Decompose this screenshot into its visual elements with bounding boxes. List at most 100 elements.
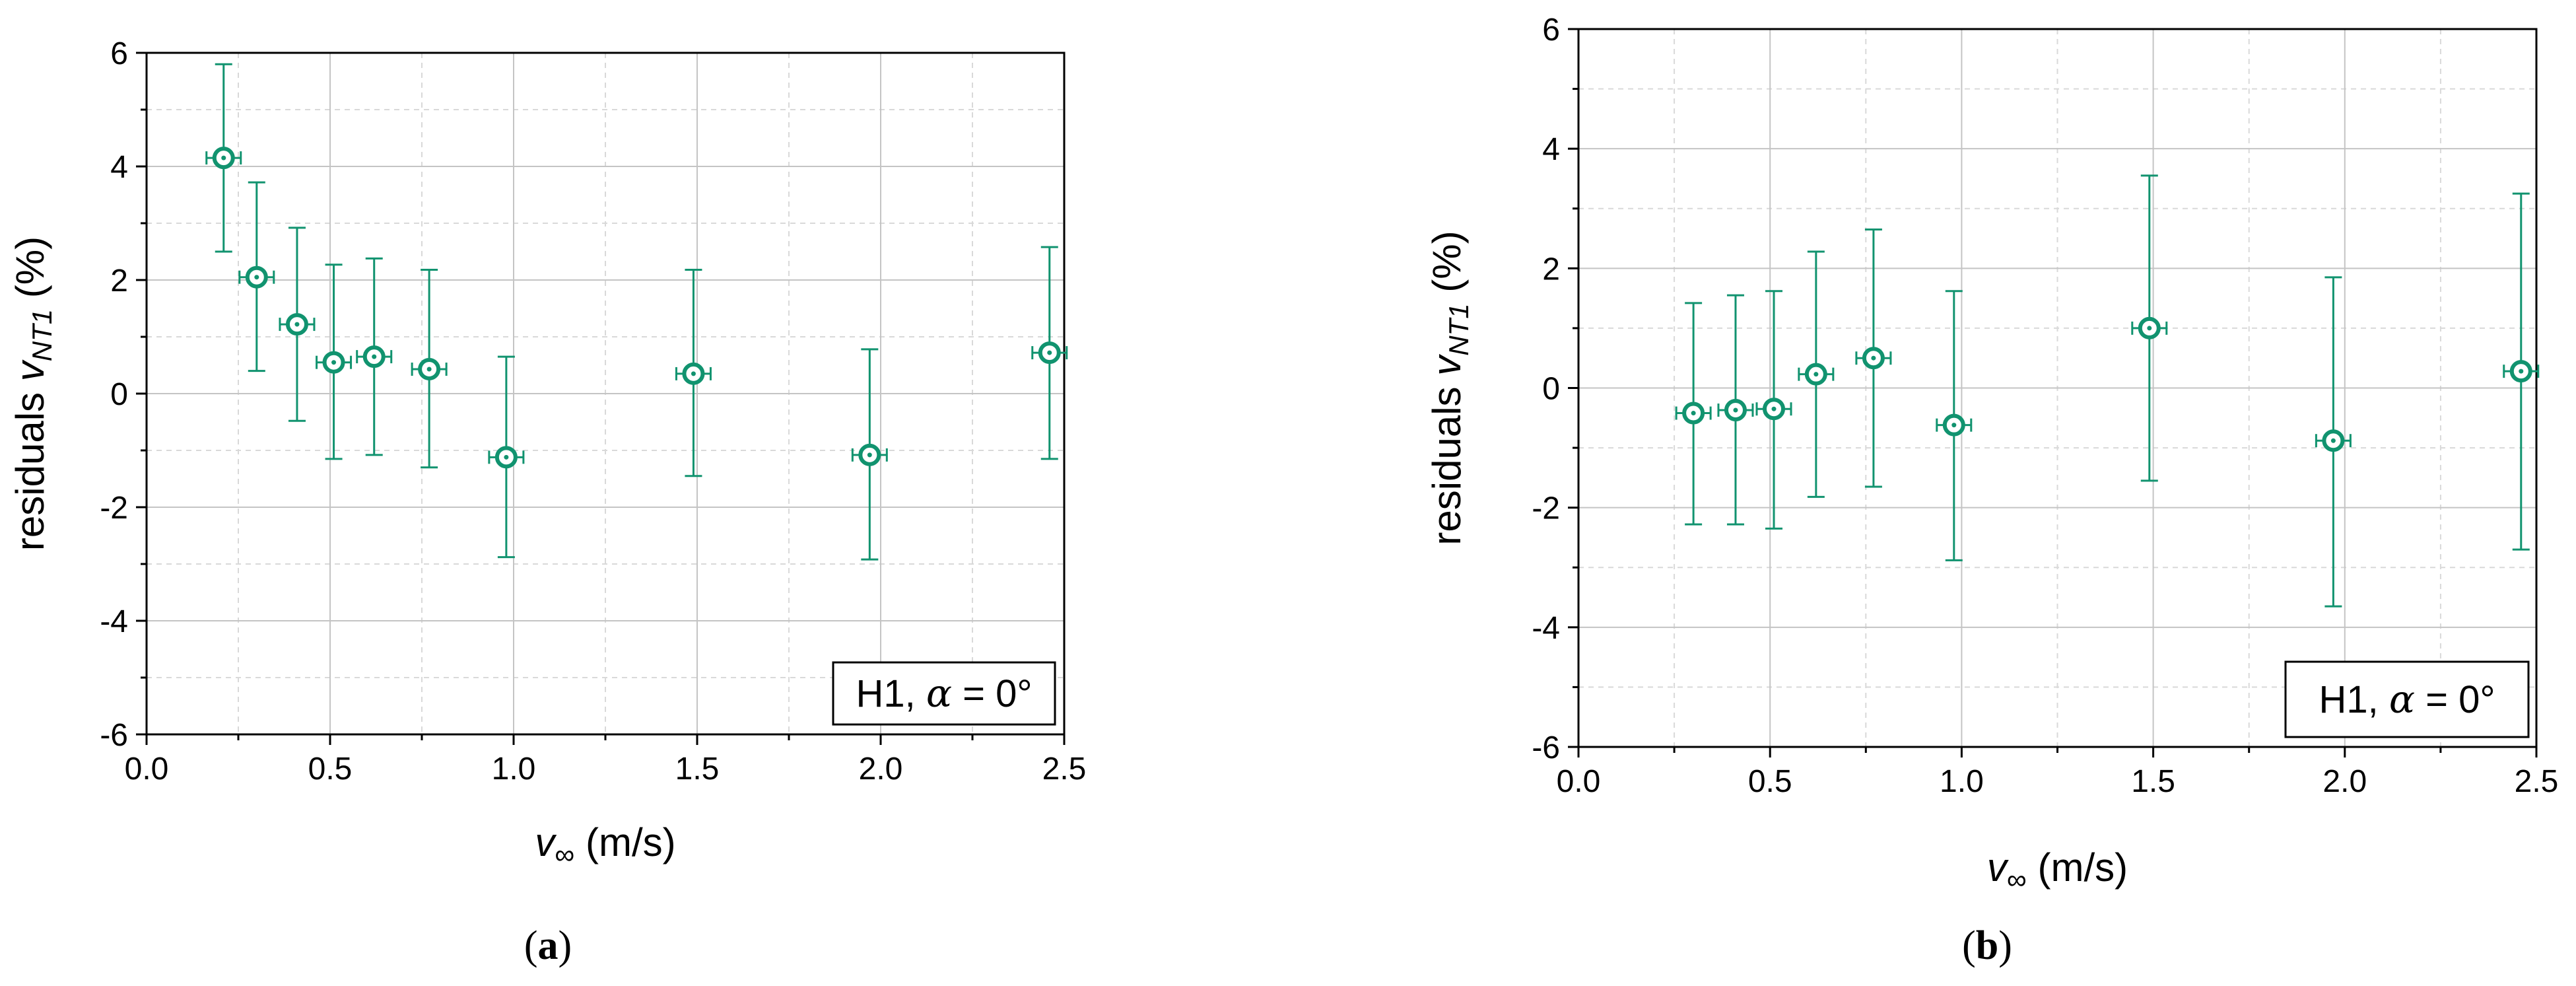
x-tick-label: 2.5 [2515,764,2559,799]
y-tick-label: 6 [110,36,128,71]
marker-dot [1813,372,1819,377]
data-point [488,355,525,559]
x-tick-label: 2.0 [859,752,903,787]
panel-label-open: ( [1962,923,1976,968]
data-point [279,227,316,422]
annotation-symbol: α [2389,677,2415,722]
marker-dot [1733,407,1738,413]
data-point [238,181,275,372]
data-point [2131,174,2168,482]
annotation-suffix: = 0° [2415,678,2495,721]
x-tick-label: 0.0 [125,752,169,787]
x-tick-label: 2.0 [2322,764,2367,799]
y-tick-label: 4 [1542,132,1560,167]
x-tick-label: 0.5 [308,752,353,787]
data-point [1755,290,1792,530]
data-series [205,63,1068,561]
marker-dot [372,354,377,359]
y-axis-title: residuals vNT1 (%) [8,236,57,551]
marker-dot [1047,350,1052,355]
x-axis-symbol: v [1987,845,2009,890]
y-axis-symbol: v [8,359,52,381]
annotation-prefix: H1, [2319,678,2389,721]
marker-dot [221,155,226,160]
data-point [411,269,448,469]
y-axis-prefix: residuals [8,381,52,551]
y-tick-label: 4 [110,150,128,185]
annotation-text: H1, α = 0° [856,671,1032,716]
x-tick-label: 1.0 [1940,764,1984,799]
data-point [1675,302,1712,526]
y-axis-subscript: NT1 [26,309,57,361]
y-tick-label: -2 [100,491,128,526]
data-point [2503,192,2540,551]
annotation-box [2284,660,2530,738]
annotation-prefix: H1, [856,672,926,715]
grid [146,52,1065,735]
y-tick-label: 0 [110,377,128,412]
marker-dot [331,360,337,365]
data-point [316,264,353,460]
data-point [851,348,888,561]
data-point [205,63,242,253]
y-axis-unit: (%) [1425,230,1469,303]
data-point [675,269,712,477]
y-tick-label: -6 [1532,730,1560,765]
data-series [1675,174,2540,608]
grid [1578,28,2537,748]
data-point [1717,294,1754,526]
y-axis-prefix: residuals [1425,376,1469,546]
marker-dot [1771,406,1777,411]
y-axis-subscript: NT1 [1443,303,1474,355]
y-tick-label: -2 [1532,491,1560,526]
panel-label: (a) [524,923,572,968]
annotation-text: H1, α = 0° [2319,677,2495,722]
data-point [1031,246,1068,460]
x-axis-unit: (m/s) [2027,845,2128,890]
panel-label-letter: a [538,923,559,968]
annotation-suffix: = 0° [952,672,1033,715]
marker-dot [691,371,696,376]
x-tick-label: 1.5 [675,752,720,787]
panel-label-letter: b [1976,923,1998,968]
x-tick-label: 2.5 [1042,752,1087,787]
x-axis-title: v∞ (m/s) [1987,845,2128,895]
y-tick-label: -6 [100,718,128,753]
y-tick-label: 2 [1542,252,1560,287]
y-tick-label: 6 [1542,13,1560,48]
data-point [356,257,393,456]
x-axis-title: v∞ (m/s) [535,820,675,870]
x-tick-label: 0.5 [1748,764,1792,799]
panel-label-open: ( [524,923,538,968]
marker-dot [504,454,509,460]
annotation-symbol: α [926,671,952,716]
x-axis-symbol: v [535,820,557,864]
panel-label-close: ) [559,923,572,968]
data-point [2315,276,2352,608]
marker-dot [1691,411,1696,416]
data-point [1798,250,1835,498]
marker-dot [1951,423,1957,428]
x-tick-label: 1.0 [492,752,536,787]
data-point [1855,228,1892,488]
marker-dot [294,322,300,327]
marker-dot [867,452,872,458]
marker-dot [1871,355,1876,361]
panel-label-close: ) [1998,923,2012,968]
marker-dot [426,367,432,372]
x-axis-subscript: ∞ [555,839,574,870]
x-axis-unit: (m/s) [574,820,675,864]
marker-dot [2147,326,2152,331]
panel-label: (b) [1962,923,2012,968]
y-axis-unit: (%) [8,236,52,309]
marker-dot [254,275,259,280]
y-axis-title: residuals vNT1 (%) [1425,230,1474,545]
y-tick-label: 2 [110,264,128,299]
marker-dot [2330,438,2336,443]
data-point [1936,290,1973,561]
x-axis-subscript: ∞ [2007,864,2027,895]
y-axis-symbol: v [1425,354,1469,376]
